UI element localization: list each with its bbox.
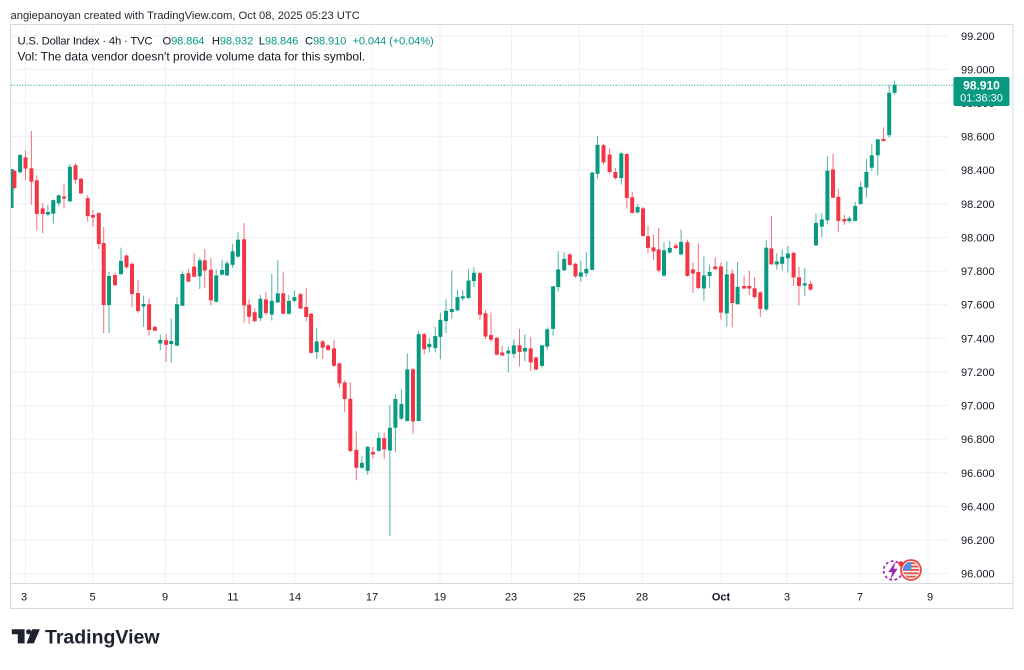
svg-text:Oct: Oct — [712, 592, 731, 604]
svg-text:3: 3 — [784, 592, 790, 604]
svg-text:98.600: 98.600 — [961, 132, 995, 144]
svg-text:97.800: 97.800 — [961, 266, 995, 278]
svg-text:O98.864: O98.864 — [163, 36, 205, 48]
svg-text:98.000: 98.000 — [961, 233, 995, 245]
svg-text:11: 11 — [227, 592, 238, 604]
svg-text:3: 3 — [21, 592, 27, 604]
svg-text:7: 7 — [857, 592, 863, 604]
svg-text:97.600: 97.600 — [961, 300, 995, 312]
svg-text:96.200: 96.200 — [961, 535, 995, 547]
svg-text:99.000: 99.000 — [961, 64, 995, 76]
svg-text:98.200: 98.200 — [961, 199, 995, 211]
svg-text:96.600: 96.600 — [961, 468, 995, 480]
svg-text:C98.910: C98.910 — [305, 36, 346, 48]
svg-text:96.800: 96.800 — [961, 434, 995, 446]
svg-text:H98.932: H98.932 — [212, 36, 253, 48]
svg-text:Vol: The data vendor doesn't p: Vol: The data vendor doesn't provide vol… — [18, 50, 366, 64]
svg-text:96.400: 96.400 — [961, 501, 995, 513]
svg-text:23: 23 — [505, 592, 517, 604]
svg-text:5: 5 — [89, 592, 95, 604]
svg-text:14: 14 — [289, 592, 301, 604]
svg-text:angiepanoyan created with Trad: angiepanoyan created with TradingView.co… — [11, 10, 360, 22]
svg-text:TradingView: TradingView — [45, 627, 160, 649]
svg-text:U.S. Dollar Index · 4h · TVC: U.S. Dollar Index · 4h · TVC — [18, 36, 153, 48]
svg-text:28: 28 — [636, 592, 648, 604]
svg-text:25: 25 — [573, 592, 585, 604]
svg-text:97.000: 97.000 — [961, 401, 995, 413]
svg-text:17: 17 — [366, 592, 378, 604]
svg-text:96.000: 96.000 — [961, 569, 995, 581]
svg-text:97.400: 97.400 — [961, 333, 995, 345]
svg-text:9: 9 — [927, 592, 933, 604]
svg-text:01:36:30: 01:36:30 — [960, 93, 1003, 105]
svg-text:99.200: 99.200 — [961, 31, 995, 43]
svg-text:L98.846: L98.846 — [259, 36, 298, 48]
svg-text:98.400: 98.400 — [961, 165, 995, 177]
svg-text:97.200: 97.200 — [961, 367, 995, 379]
svg-text:98.910: 98.910 — [963, 79, 1000, 93]
svg-text:9: 9 — [162, 592, 168, 604]
svg-text:+0.044 (+0.04%): +0.044 (+0.04%) — [353, 36, 435, 48]
svg-text:19: 19 — [434, 592, 446, 604]
